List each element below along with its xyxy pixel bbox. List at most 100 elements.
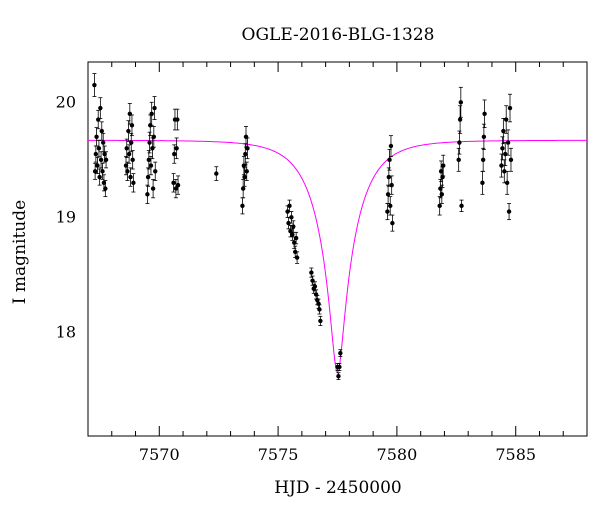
plot-frame: [87, 61, 588, 437]
data-point: [175, 117, 180, 122]
data-point: [96, 146, 102, 151]
data-point: [459, 203, 464, 209]
data-point: [124, 146, 129, 151]
data-point: [98, 105, 103, 111]
data-point: [291, 224, 296, 229]
data-point: [131, 180, 136, 186]
data-point: [125, 169, 130, 174]
data-point: [506, 209, 512, 214]
data-point: [437, 203, 442, 209]
data-point: [501, 128, 506, 134]
data-point: [150, 186, 156, 191]
x-tick-label: 7570: [139, 445, 180, 464]
data-point: [290, 232, 295, 237]
data-point: [174, 146, 179, 151]
data-point: [92, 82, 97, 88]
data-point: [385, 209, 390, 214]
data-point: [171, 180, 176, 186]
data-point: [317, 307, 322, 312]
data-point: [129, 123, 135, 128]
data-point: [457, 140, 462, 145]
data-point: [439, 192, 445, 197]
data-point: [147, 140, 152, 145]
data-point: [240, 203, 245, 209]
data-point: [458, 100, 464, 105]
data-point: [101, 140, 106, 145]
data-point: [99, 128, 104, 134]
x-axis-label: HJD - 2450000: [274, 478, 402, 498]
data-point: [243, 151, 248, 157]
data-point: [293, 235, 299, 241]
data-point: [388, 203, 393, 209]
data-point: [387, 157, 392, 163]
data-point: [294, 255, 300, 260]
y-tick-label: 19: [56, 207, 76, 226]
data-point: [390, 220, 395, 226]
data-point: [318, 318, 323, 324]
data-point: [148, 163, 154, 168]
data-point: [173, 186, 179, 191]
data-point: [289, 215, 294, 220]
data-point: [336, 373, 341, 379]
data-point: [482, 111, 487, 116]
data-point: [385, 192, 391, 197]
data-point: [214, 171, 219, 176]
data-point: [244, 169, 249, 174]
data-point: [505, 140, 511, 145]
data-point: [456, 157, 461, 163]
y-tick-label: 18: [56, 322, 76, 341]
x-tick-label: 7585: [495, 445, 536, 464]
data-point: [95, 163, 100, 168]
x-tick-label: 7580: [377, 445, 418, 464]
data-point: [94, 134, 99, 139]
data-point: [507, 105, 513, 111]
data-point: [175, 182, 181, 188]
data-point: [103, 157, 109, 163]
data-point: [500, 146, 505, 151]
data-point: [172, 151, 177, 157]
y-tick-label: 20: [56, 92, 76, 111]
chart-title: OGLE-2016-BLG-1328: [242, 25, 435, 45]
data-point: [240, 186, 246, 191]
data-point: [287, 203, 292, 209]
data-point: [149, 111, 154, 116]
data-point: [502, 169, 507, 174]
data-point: [388, 143, 394, 149]
plot-area: 7570 7575 7580 7585 18 19 20: [56, 61, 588, 464]
data-point: [504, 117, 509, 122]
data-point: [480, 180, 485, 186]
x-tick-label: 7575: [258, 445, 299, 464]
data-point: [481, 134, 487, 139]
data-point: [128, 174, 133, 180]
data-point: [92, 169, 98, 174]
data-point: [98, 157, 104, 163]
data-point: [441, 163, 446, 168]
data-point: [130, 157, 135, 163]
data-point: [499, 163, 504, 168]
data-point: [153, 169, 158, 174]
data-point: [338, 350, 343, 356]
data-point: [145, 174, 151, 180]
data-point: [312, 284, 318, 289]
data-point: [97, 174, 102, 180]
data-point: [103, 186, 108, 191]
y-axis-label: I magnitude: [10, 200, 30, 304]
data-point: [504, 180, 510, 186]
data-point: [309, 270, 314, 275]
model-curve: [87, 139, 588, 374]
data-point: [93, 151, 99, 157]
data-point: [151, 134, 157, 139]
data-point: [389, 182, 394, 188]
data-point: [508, 157, 514, 163]
data-point: [126, 151, 132, 157]
data-point: [286, 220, 291, 226]
data-point: [457, 117, 463, 122]
data-point: [245, 146, 250, 151]
data-point: [126, 128, 131, 134]
data-point: [242, 174, 247, 180]
data-point: [337, 364, 342, 370]
data-point: [145, 192, 150, 197]
data-point: [129, 140, 134, 145]
data-point: [100, 169, 105, 174]
